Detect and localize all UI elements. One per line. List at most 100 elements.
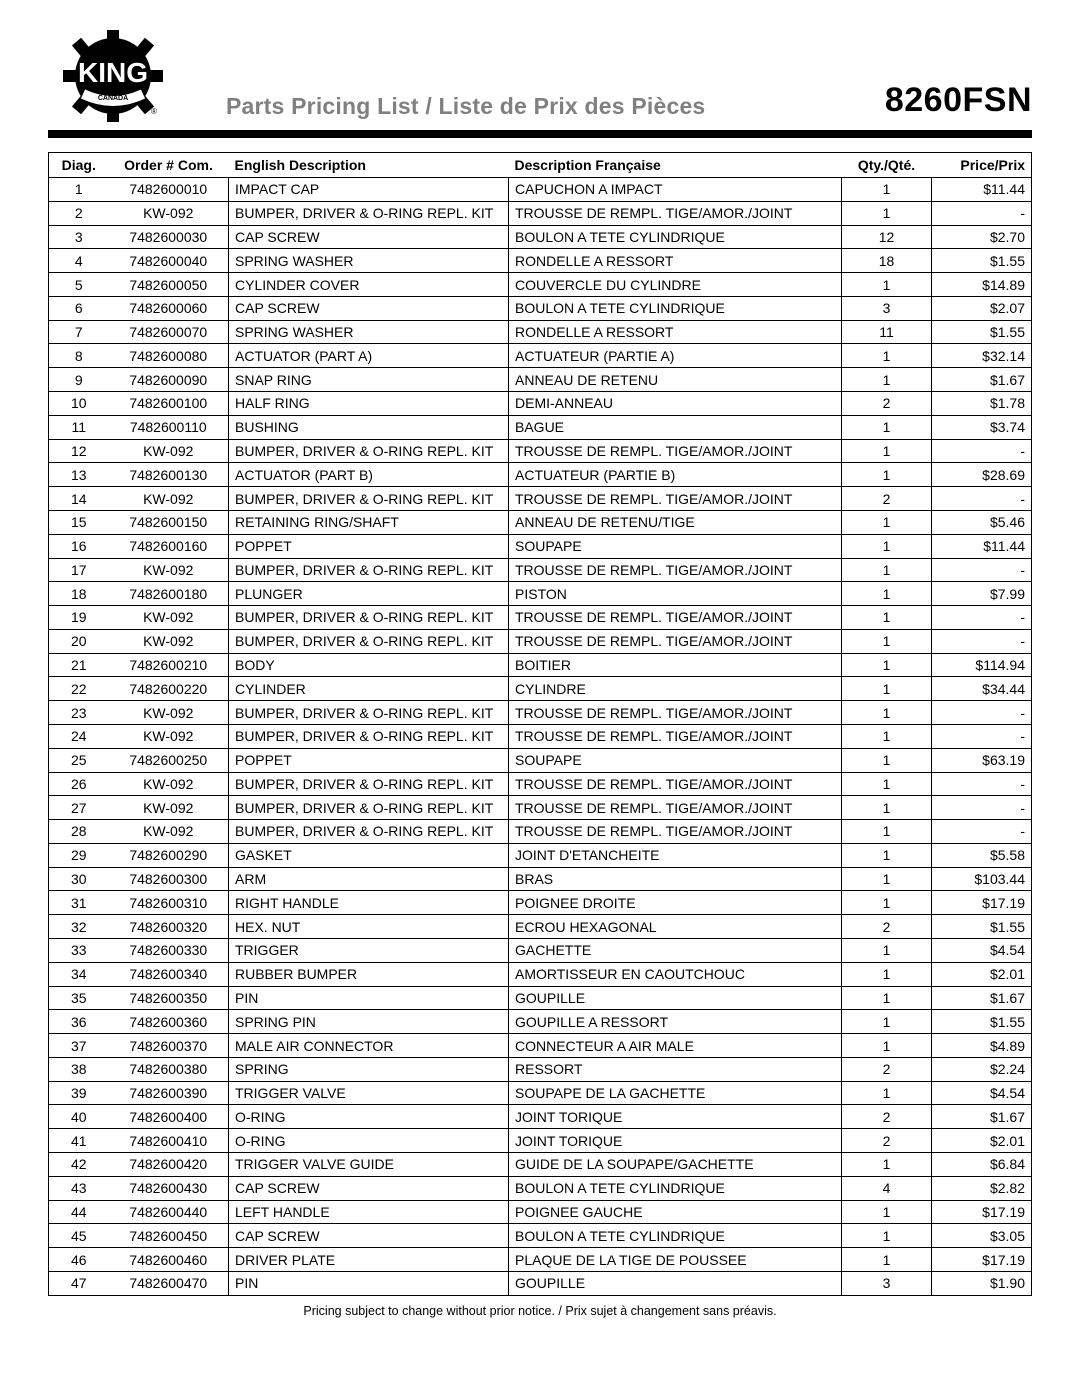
cell-en: BUMPER, DRIVER & O-RING REPL. KIT [229, 606, 509, 630]
cell-fr: CAPUCHON A IMPACT [509, 178, 842, 202]
cell-diag: 17 [49, 558, 109, 582]
cell-diag: 5 [49, 273, 109, 297]
table-row: 407482600400O-RINGJOINT TORIQUE2$1.67 [49, 1105, 1032, 1129]
cell-order: 7482600070 [109, 320, 229, 344]
cell-diag: 22 [49, 677, 109, 701]
cell-price: $2.70 [932, 225, 1032, 249]
cell-order: 7482600060 [109, 296, 229, 320]
cell-price: $114.94 [932, 653, 1032, 677]
cell-price: $17.19 [932, 1248, 1032, 1272]
cell-price: $1.55 [932, 249, 1032, 273]
cell-en: BUMPER, DRIVER & O-RING REPL. KIT [229, 820, 509, 844]
cell-qty: 1 [842, 1153, 932, 1177]
cell-fr: JOINT D'ETANCHEITE [509, 843, 842, 867]
cell-price: $7.99 [932, 582, 1032, 606]
cell-price: - [932, 606, 1032, 630]
table-row: 417482600410O-RINGJOINT TORIQUE2$2.01 [49, 1129, 1032, 1153]
cell-diag: 2 [49, 201, 109, 225]
table-row: 457482600450CAP SCREWBOULON A TETE CYLIN… [49, 1224, 1032, 1248]
cell-fr: ACTUATEUR (PARTIE A) [509, 344, 842, 368]
cell-order: KW-092 [109, 558, 229, 582]
cell-fr: BOULON A TETE CYLINDRIQUE [509, 225, 842, 249]
cell-diag: 6 [49, 296, 109, 320]
cell-price: - [932, 558, 1032, 582]
cell-fr: ANNEAU DE RETENU/TIGE [509, 510, 842, 534]
table-row: 227482600220CYLINDERCYLINDRE1$34.44 [49, 677, 1032, 701]
cell-qty: 1 [842, 724, 932, 748]
cell-order: 7482600310 [109, 891, 229, 915]
cell-en: CAP SCREW [229, 1224, 509, 1248]
cell-en: BUMPER, DRIVER & O-RING REPL. KIT [229, 629, 509, 653]
cell-qty: 11 [842, 320, 932, 344]
cell-qty: 1 [842, 891, 932, 915]
cell-en: BUMPER, DRIVER & O-RING REPL. KIT [229, 796, 509, 820]
header: KING CANADA ® Parts Pricing List / Liste… [48, 24, 1032, 124]
cell-qty: 1 [842, 415, 932, 439]
cell-order: 7482600090 [109, 368, 229, 392]
table-row: 297482600290GASKETJOINT D'ETANCHEITE1$5.… [49, 843, 1032, 867]
cell-order: KW-092 [109, 772, 229, 796]
cell-order: 7482600350 [109, 986, 229, 1010]
cell-diag: 34 [49, 962, 109, 986]
table-row: 257482600250POPPETSOUPAPE1$63.19 [49, 748, 1032, 772]
cell-price: $32.14 [932, 344, 1032, 368]
cell-en: SPRING WASHER [229, 320, 509, 344]
cell-order: 7482600410 [109, 1129, 229, 1153]
cell-en: ARM [229, 867, 509, 891]
cell-fr: BOULON A TETE CYLINDRIQUE [509, 1176, 842, 1200]
cell-diag: 37 [49, 1034, 109, 1058]
cell-qty: 1 [842, 867, 932, 891]
col-price: Price/Prix [932, 153, 1032, 178]
cell-order: KW-092 [109, 724, 229, 748]
table-row: 37482600030CAP SCREWBOULON A TETE CYLIND… [49, 225, 1032, 249]
cell-order: 7482600370 [109, 1034, 229, 1058]
cell-price: $2.01 [932, 1129, 1032, 1153]
cell-fr: TROUSSE DE REMPL. TIGE/AMOR./JOINT [509, 487, 842, 511]
cell-qty: 1 [842, 344, 932, 368]
cell-order: 7482600040 [109, 249, 229, 273]
cell-en: TRIGGER [229, 939, 509, 963]
cell-fr: ECROU HEXAGONAL [509, 915, 842, 939]
cell-qty: 2 [842, 1105, 932, 1129]
cell-qty: 1 [842, 558, 932, 582]
cell-order: 7482600390 [109, 1081, 229, 1105]
cell-qty: 1 [842, 273, 932, 297]
table-row: 17KW-092BUMPER, DRIVER & O-RING REPL. KI… [49, 558, 1032, 582]
cell-order: 7482600300 [109, 867, 229, 891]
cell-qty: 1 [842, 748, 932, 772]
cell-price: $103.44 [932, 867, 1032, 891]
cell-en: ACTUATOR (PART B) [229, 463, 509, 487]
cell-price: $2.82 [932, 1176, 1032, 1200]
table-row: 357482600350PINGOUPILLE1$1.67 [49, 986, 1032, 1010]
table-row: 77482600070SPRING WASHERRONDELLE A RESSO… [49, 320, 1032, 344]
cell-price: - [932, 629, 1032, 653]
cell-qty: 1 [842, 796, 932, 820]
cell-en: HALF RING [229, 392, 509, 416]
cell-diag: 47 [49, 1271, 109, 1295]
cell-qty: 1 [842, 463, 932, 487]
cell-order: 7482600180 [109, 582, 229, 606]
cell-diag: 33 [49, 939, 109, 963]
cell-order: 7482600110 [109, 415, 229, 439]
cell-en: CAP SCREW [229, 296, 509, 320]
table-row: 327482600320HEX. NUTECROU HEXAGONAL2$1.5… [49, 915, 1032, 939]
cell-price: - [932, 701, 1032, 725]
cell-diag: 26 [49, 772, 109, 796]
cell-diag: 44 [49, 1200, 109, 1224]
cell-price: $4.89 [932, 1034, 1032, 1058]
cell-fr: ACTUATEUR (PARTIE B) [509, 463, 842, 487]
cell-price: - [932, 487, 1032, 511]
cell-price: $28.69 [932, 463, 1032, 487]
cell-en: POPPET [229, 748, 509, 772]
cell-price: - [932, 772, 1032, 796]
brand-logo: KING CANADA ® [48, 24, 178, 124]
cell-price: $5.46 [932, 510, 1032, 534]
cell-order: 7482600440 [109, 1200, 229, 1224]
cell-order: 7482600160 [109, 534, 229, 558]
cell-qty: 1 [842, 534, 932, 558]
table-row: 377482600370MALE AIR CONNECTORCONNECTEUR… [49, 1034, 1032, 1058]
cell-en: CAP SCREW [229, 1176, 509, 1200]
table-row: 23KW-092BUMPER, DRIVER & O-RING REPL. KI… [49, 701, 1032, 725]
cell-en: TRIGGER VALVE GUIDE [229, 1153, 509, 1177]
cell-price: $11.44 [932, 178, 1032, 202]
